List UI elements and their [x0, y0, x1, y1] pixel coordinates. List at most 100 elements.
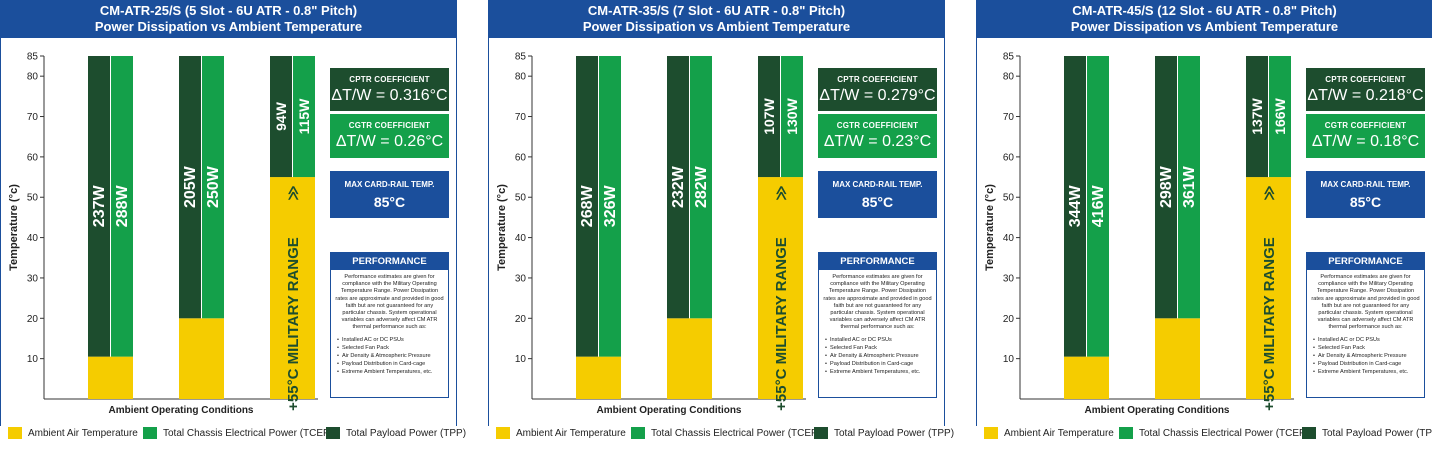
- y-axis-label: Temperature (°c): [496, 184, 508, 271]
- y-tick-label: 10: [515, 354, 527, 365]
- chart-subtitle: Power Dissipation vs Ambient Temperature: [1070, 19, 1339, 34]
- chart-header: CM-ATR-25/S (5 Slot - 6U ATR - 0.8" Pitc…: [0, 0, 457, 38]
- cptr-title: CPTR COEFFICIENT: [1325, 75, 1406, 84]
- y-tick-label: 40: [27, 233, 39, 244]
- cgtr-coefficient-box: CGTR COEFFICIENT ΔT/W = 0.23°C: [818, 114, 937, 158]
- y-axis-label: Temperature (°c): [8, 184, 20, 271]
- performance-list-item: Payload Distribution in Card-cage: [825, 360, 936, 368]
- ambient-bar: [270, 177, 315, 399]
- y-tick-label: 85: [1003, 52, 1015, 63]
- ambient-bar: [1246, 177, 1291, 399]
- performance-title: PERFORMANCE: [819, 253, 936, 270]
- tcep-bar: [111, 56, 133, 357]
- tpp-bar: [1246, 56, 1268, 178]
- cptr-title: CPTR COEFFICIENT: [349, 75, 430, 84]
- tpp-bar: [1155, 56, 1177, 319]
- ambient-bar: [758, 177, 803, 399]
- y-tick-label: 80: [27, 72, 39, 83]
- cgtr-value: ΔT/W = 0.26°C: [335, 133, 444, 150]
- performance-list-item: Extreme Ambient Temperatures, etc.: [337, 368, 448, 376]
- y-tick-label: 30: [27, 273, 39, 284]
- cptr-coefficient-box: CPTR COEFFICIENT ΔT/W = 0.279°C: [818, 68, 937, 111]
- military-arrow-icon: ≫: [1260, 185, 1278, 201]
- chart-panel: CM-ATR-25/S (5 Slot - 6U ATR - 0.8" Pitc…: [0, 0, 466, 450]
- tcep-bar: [293, 56, 315, 178]
- bar-group: 344W 416W: [1064, 56, 1109, 399]
- y-tick-label: 10: [1003, 354, 1015, 365]
- x-axis-label: Ambient Operating Conditions: [109, 405, 254, 416]
- legend: Ambient Air Temperature Total Chassis Ele…: [8, 427, 466, 443]
- y-tick-label: 20: [515, 314, 527, 325]
- legend-item: Total Chassis Electrical Power (TCEP): [143, 427, 333, 439]
- tcep-bar: [690, 56, 712, 319]
- max-temp-title: MAX CARD-RAIL TEMP.: [1320, 180, 1411, 189]
- tcep-value-label: 326W: [602, 185, 619, 228]
- y-tick-label: 40: [515, 233, 527, 244]
- y-tick-label: 40: [1003, 233, 1015, 244]
- y-tick-label: 30: [515, 273, 527, 284]
- bar-group: 268W 326W: [576, 56, 621, 399]
- performance-title: PERFORMANCE: [1307, 253, 1424, 270]
- military-arrow-icon: ≫: [284, 185, 302, 201]
- legend: Ambient Air Temperature Total Chassis Ele…: [984, 427, 1432, 443]
- military-arrow-icon: ≫: [772, 185, 790, 201]
- cptr-value: ΔT/W = 0.218°C: [1307, 87, 1424, 104]
- tpp-bar: [179, 56, 201, 319]
- bar-group: 94W 115W +55°C MILITARY RANGE ≫: [270, 56, 315, 411]
- tpp-value-label: 344W: [1067, 185, 1084, 228]
- y-tick-label: 10: [27, 354, 39, 365]
- tcep-value-label: 166W: [1272, 97, 1288, 134]
- legend-label: Ambient Air Temperature: [516, 427, 626, 439]
- ambient-bar: [576, 356, 621, 399]
- legend-swatch: [1119, 427, 1133, 439]
- legend-label: Total Payload Power (TPP): [346, 427, 467, 439]
- chart-header: CM-ATR-35/S (7 Slot - 6U ATR - 0.8" Pitc…: [488, 0, 945, 38]
- performance-box: PERFORMANCE Performance estimates are giv…: [330, 252, 449, 398]
- tcep-value-label: 361W: [1181, 165, 1198, 208]
- chart-subtitle: Power Dissipation vs Ambient Temperature: [582, 19, 851, 34]
- bar-group: 232W 282W: [667, 56, 712, 399]
- y-tick-label: 60: [27, 152, 39, 163]
- performance-list-item: Payload Distribution in Card-cage: [337, 360, 448, 368]
- ambient-bar: [88, 356, 133, 399]
- bar-group: 107W 130W +55°C MILITARY RANGE ≫: [758, 56, 803, 411]
- max-temp-value: 85°C: [1349, 194, 1382, 210]
- y-tick-label: 85: [515, 52, 527, 63]
- tcep-bar: [781, 56, 803, 178]
- performance-title: PERFORMANCE: [331, 253, 448, 270]
- performance-list: Installed AC or DC PSUsSelected Fan Pack…: [1313, 336, 1424, 376]
- x-axis-label: Ambient Operating Conditions: [1085, 405, 1230, 416]
- military-range-label: +55°C MILITARY RANGE: [773, 237, 790, 411]
- y-tick-label: 60: [1003, 152, 1015, 163]
- tcep-value-label: 282W: [693, 165, 710, 208]
- legend-label: Total Chassis Electrical Power (TCEP): [651, 427, 822, 439]
- chart-subtitle: Power Dissipation vs Ambient Temperature: [94, 19, 363, 34]
- max-card-rail-box: MAX CARD-RAIL TEMP. 85°C: [1306, 171, 1425, 218]
- tpp-value-label: 137W: [1249, 97, 1265, 134]
- tcep-value-label: 115W: [296, 98, 312, 135]
- tpp-bar: [667, 56, 689, 319]
- tpp-value-label: 205W: [182, 165, 199, 208]
- military-range-label: +55°C MILITARY RANGE: [1261, 237, 1278, 411]
- legend-label: Ambient Air Temperature: [28, 427, 138, 439]
- x-axis-label: Ambient Operating Conditions: [597, 405, 742, 416]
- performance-list: Installed AC or DC PSUsSelected Fan Pack…: [337, 336, 448, 376]
- y-tick-label: 20: [27, 314, 39, 325]
- cgtr-coefficient-box: CGTR COEFFICIENT ΔT/W = 0.26°C: [330, 114, 449, 158]
- ambient-bar: [1064, 356, 1109, 399]
- max-temp-value: 85°C: [861, 194, 894, 210]
- legend-swatch: [326, 427, 340, 439]
- legend-swatch: [143, 427, 157, 439]
- tcep-value-label: 288W: [114, 185, 131, 228]
- tpp-bar: [270, 56, 292, 178]
- y-tick-label: 70: [27, 112, 39, 123]
- cptr-value: ΔT/W = 0.316°C: [331, 87, 448, 104]
- cgtr-title: CGTR COEFFICIENT: [1324, 121, 1407, 130]
- tcep-bar: [1178, 56, 1200, 319]
- tcep-value-label: 130W: [784, 97, 800, 134]
- chart-header: CM-ATR-45/S (12 Slot - 6U ATR - 0.8" Pit…: [976, 0, 1432, 38]
- cptr-value: ΔT/W = 0.279°C: [819, 87, 936, 104]
- performance-box: PERFORMANCE Performance estimates are giv…: [818, 252, 937, 398]
- performance-text: Performance estimates are given for comp…: [1311, 274, 1420, 331]
- cgtr-value: ΔT/W = 0.18°C: [1311, 133, 1420, 150]
